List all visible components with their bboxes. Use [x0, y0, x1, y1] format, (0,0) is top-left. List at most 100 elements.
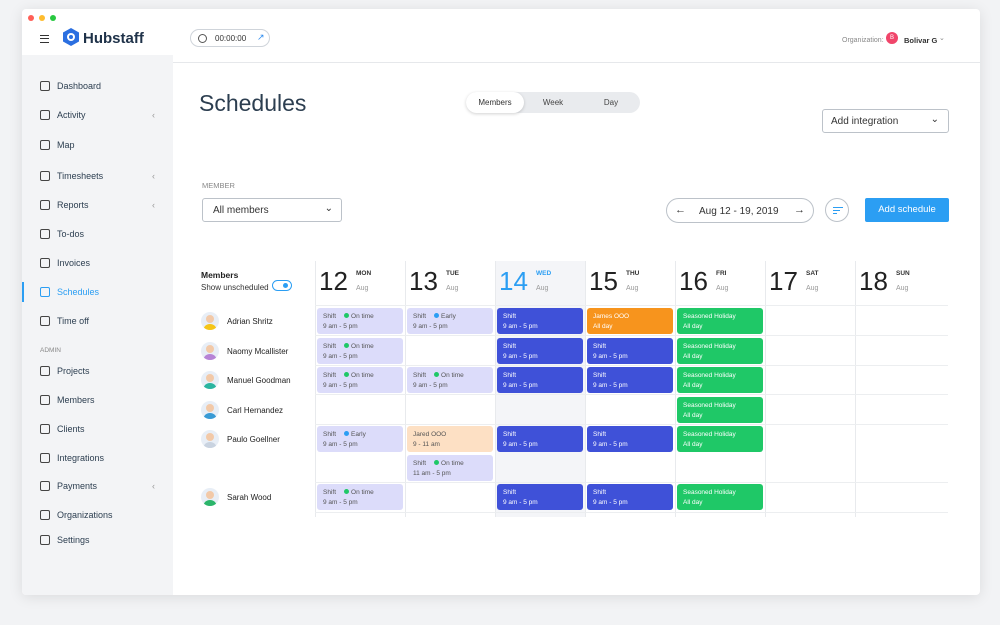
member-row[interactable]: Naomy Mcallister — [201, 340, 288, 362]
sidebar-item-members[interactable]: Members — [40, 392, 95, 408]
shift-block[interactable]: Shift On time 11 am - 5 pm — [407, 455, 493, 481]
member-row[interactable]: Carl Hernandez — [201, 399, 283, 421]
sidebar-item-payments[interactable]: Payments ‹ — [40, 478, 155, 494]
day-header[interactable]: 14 WED Aug — [495, 261, 585, 301]
schedule-grid: Members Show unscheduled 12 MON Aug 13 TUE Au… — [199, 261, 948, 517]
shift-block[interactable]: Shift On time 9 am - 5 pm — [317, 308, 403, 334]
holiday-block[interactable]: Seasoned Holiday All day — [677, 308, 763, 334]
sidebar-item-to-dos[interactable]: To-dos — [40, 226, 84, 242]
tab-day[interactable]: Day — [603, 98, 619, 107]
shift-block[interactable]: Shift Early 9 am - 5 pm — [317, 426, 403, 452]
sidebar-item-label: Clients — [57, 424, 85, 434]
day-header[interactable]: 13 TUE Aug — [405, 261, 495, 301]
filter-button[interactable] — [825, 198, 849, 222]
holiday-block[interactable]: Seasoned Holiday All day — [677, 397, 763, 423]
org-avatar[interactable]: B — [886, 32, 898, 44]
show-unscheduled-toggle[interactable] — [272, 280, 292, 291]
window-controls — [28, 15, 56, 21]
shift-time: All day — [683, 441, 703, 448]
holiday-block[interactable]: Seasoned Holiday All day — [677, 367, 763, 393]
holiday-block[interactable]: Seasoned Holiday All day — [677, 426, 763, 452]
filter-icon — [833, 207, 843, 209]
sidebar-item-integrations[interactable]: Integrations — [40, 450, 104, 466]
shift-block[interactable]: Shift 9 am - 5 pm — [497, 484, 583, 510]
shift-block[interactable]: Shift 9 am - 5 pm — [497, 367, 583, 393]
shift-title-row: Shift — [503, 342, 577, 352]
shift-block[interactable]: Shift 9 am - 5 pm — [587, 484, 673, 510]
shift-title: Shift — [593, 489, 607, 496]
sidebar-item-schedules[interactable]: Schedules — [40, 284, 99, 300]
day-header[interactable]: 17 SAT Aug — [765, 261, 855, 301]
time-off-block[interactable]: James OOO All day — [587, 308, 673, 334]
shift-title-row: Shift On time — [323, 488, 397, 498]
chevron-left-icon[interactable]: ‹ — [152, 200, 155, 210]
app-window: Hubstaff 00:00:00 ↗ Organization: B Boli… — [22, 9, 980, 595]
add-integration-select[interactable]: Add integration ⌄ — [822, 109, 949, 133]
org-user-name[interactable]: Bolivar G — [904, 36, 938, 45]
top-bar: Hubstaff 00:00:00 ↗ Organization: B Boli… — [22, 21, 980, 63]
day-header[interactable]: 16 FRI Aug — [675, 261, 765, 301]
member-row[interactable]: Sarah Wood — [201, 486, 271, 508]
shift-block[interactable]: Shift On time 9 am - 5 pm — [407, 367, 493, 393]
member-row[interactable]: Adrian Shritz — [201, 310, 273, 332]
sidebar-item-settings[interactable]: Settings — [40, 532, 90, 548]
chevron-left-icon[interactable]: ‹ — [152, 481, 155, 491]
sidebar-item-reports[interactable]: Reports ‹ — [40, 197, 155, 213]
holiday-block[interactable]: Seasoned Holiday All day — [677, 338, 763, 364]
shift-block[interactable]: Shift On time 9 am - 5 pm — [317, 484, 403, 510]
shift-title: James OOO — [593, 313, 630, 320]
time-off-block[interactable]: Jared OOO 9 - 11 am — [407, 426, 493, 452]
timer-widget[interactable]: 00:00:00 ↗ — [190, 29, 270, 47]
add-schedule-button[interactable]: Add schedule — [865, 198, 949, 222]
sidebar-item-invoices[interactable]: Invoices — [40, 255, 90, 271]
shift-block[interactable]: Shift 9 am - 5 pm — [497, 308, 583, 334]
member-row[interactable]: Paulo Goellner — [201, 428, 280, 450]
day-header[interactable]: 15 THU Aug — [585, 261, 675, 301]
day-number: 15 — [589, 266, 618, 296]
sidebar-item-clients[interactable]: Clients — [40, 421, 85, 437]
window-dot[interactable] — [50, 15, 56, 21]
sidebar-item-projects[interactable]: Projects — [40, 363, 90, 379]
next-week-arrow-icon[interactable]: → — [794, 204, 805, 216]
member-select[interactable]: All members ⌄ — [202, 198, 342, 222]
sidebar-item-label: Projects — [57, 366, 90, 376]
sidebar-item-timesheets[interactable]: Timesheets ‹ — [40, 168, 155, 184]
open-arrow-icon[interactable]: ↗ — [257, 32, 265, 42]
window-dot[interactable] — [39, 15, 45, 21]
shift-time: 9 am - 5 pm — [593, 441, 628, 448]
activity-icon — [40, 110, 50, 120]
tab-week[interactable]: Week — [542, 98, 564, 107]
sidebar-item-activity[interactable]: Activity ‹ — [40, 107, 155, 123]
shift-block[interactable]: Shift 9 am - 5 pm — [587, 367, 673, 393]
sidebar-item-map[interactable]: Map — [40, 137, 75, 153]
tab-members[interactable]: Members — [466, 92, 524, 113]
shift-block[interactable]: Shift Early 9 am - 5 pm — [407, 308, 493, 334]
prev-week-arrow-icon[interactable]: ← — [675, 204, 686, 216]
day-header[interactable]: 12 MON Aug — [315, 261, 405, 301]
day-header[interactable]: 18 SUN Aug — [855, 261, 945, 301]
chevron-left-icon[interactable]: ‹ — [152, 110, 155, 120]
sidebar-item-dashboard[interactable]: Dashboard — [40, 78, 101, 94]
weekday-label: WED — [536, 270, 552, 277]
sidebar-item-time-off[interactable]: Time off — [40, 313, 89, 329]
chevron-down-icon[interactable]: ⌄ — [939, 35, 945, 42]
sidebar-item-label: Invoices — [57, 258, 91, 268]
shift-block[interactable]: Shift On time 9 am - 5 pm — [317, 367, 403, 393]
sidebar-item-label: To-dos — [57, 229, 85, 239]
holiday-block[interactable]: Seasoned Holiday All day — [677, 484, 763, 510]
window-dot[interactable] — [28, 15, 34, 21]
members-header: Members — [201, 270, 239, 280]
sidebar-item-organizations[interactable]: Organizations — [40, 507, 113, 523]
shift-block[interactable]: Shift 9 am - 5 pm — [497, 338, 583, 364]
member-row[interactable]: Manuel Goodman — [201, 369, 291, 391]
chevron-left-icon[interactable]: ‹ — [152, 171, 155, 181]
shift-title-row: Shift — [503, 312, 577, 322]
shift-time: 9 am - 5 pm — [323, 382, 358, 389]
shift-block[interactable]: Shift 9 am - 5 pm — [587, 426, 673, 452]
shift-block[interactable]: Shift 9 am - 5 pm — [587, 338, 673, 364]
shift-title-row: Shift — [503, 371, 577, 381]
shift-block[interactable]: Shift On time 9 am - 5 pm — [317, 338, 403, 364]
menu-icon[interactable] — [40, 35, 49, 43]
status-dot — [344, 489, 350, 494]
shift-block[interactable]: Shift 9 am - 5 pm — [497, 426, 583, 452]
